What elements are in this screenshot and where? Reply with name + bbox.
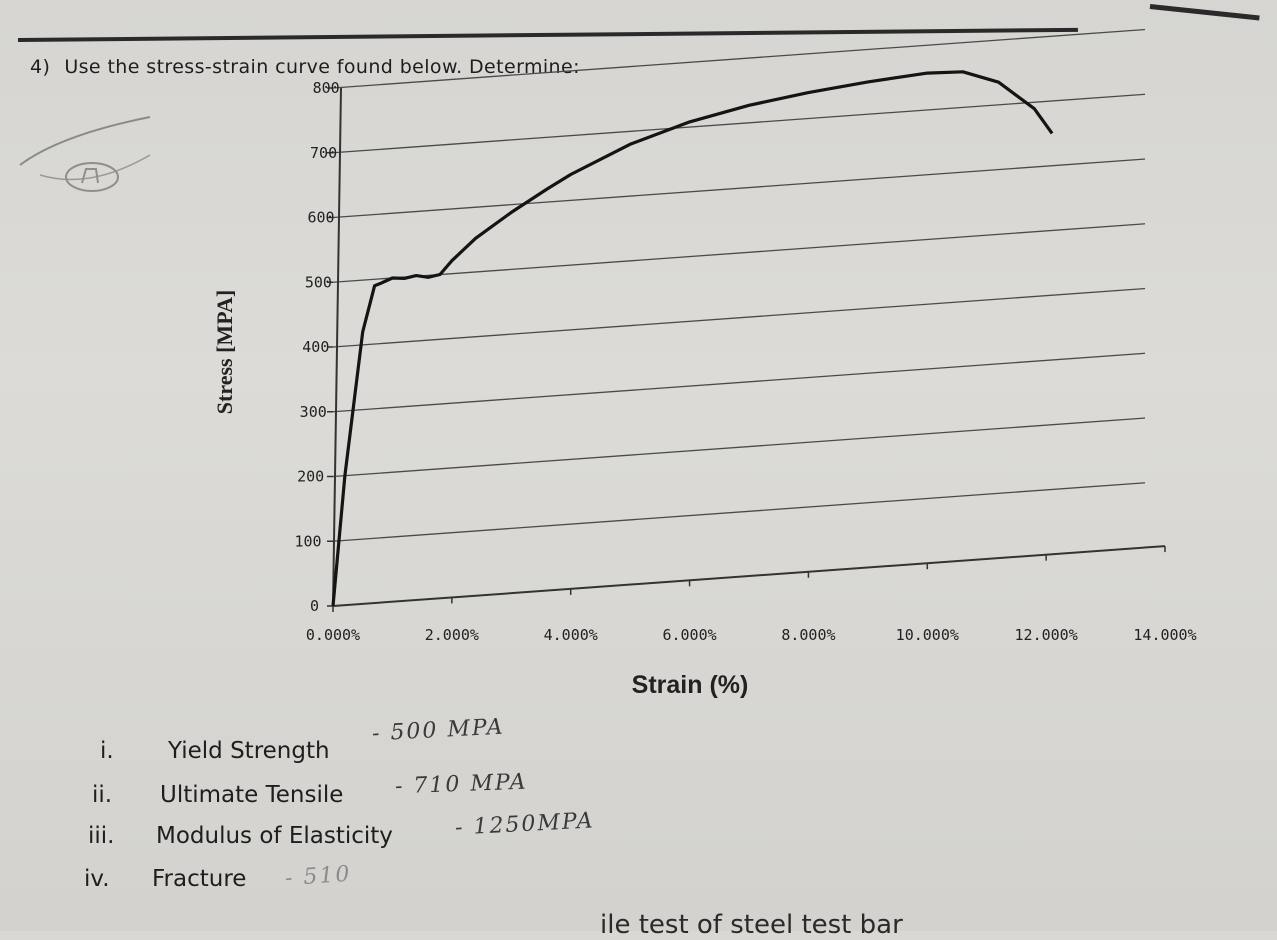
item-numeral: iii. bbox=[88, 823, 115, 849]
y-tick-label: 400 bbox=[302, 338, 329, 356]
item-numeral: ii. bbox=[92, 782, 113, 808]
y-tick-label: 0 bbox=[310, 597, 319, 615]
gridline bbox=[332, 482, 1146, 542]
gridline bbox=[332, 352, 1146, 413]
gridline bbox=[332, 93, 1146, 154]
y-tick-label: 100 bbox=[294, 532, 321, 550]
y-tick-label: 300 bbox=[300, 403, 327, 421]
question-prompt: 4) Use the stress-strain curve found belo… bbox=[30, 56, 580, 78]
item-label: Ultimate Tensile bbox=[160, 782, 344, 808]
y-axis-line bbox=[332, 87, 342, 607]
x-tick-label: 8.000% bbox=[781, 626, 835, 644]
y-tick-label: 600 bbox=[307, 209, 334, 227]
x-tick-label: 2.000% bbox=[425, 626, 479, 644]
gridline bbox=[332, 28, 1146, 89]
y-tick-label: 200 bbox=[297, 468, 324, 486]
stress-strain-curve bbox=[331, 70, 1054, 607]
eye-doodle-icon bbox=[19, 116, 151, 192]
item-label: Modulus of Elasticity bbox=[156, 823, 393, 849]
x-tick-label: 6.000% bbox=[662, 626, 716, 644]
answer-ultimate-tensile: - 710 MPA bbox=[394, 769, 529, 800]
gridline bbox=[332, 417, 1146, 478]
x-tick-label: 12.000% bbox=[1015, 626, 1078, 644]
gridline bbox=[332, 287, 1146, 348]
y-tick-label: 800 bbox=[313, 79, 340, 97]
answer-fracture: - 510 bbox=[284, 861, 353, 892]
gridline bbox=[332, 158, 1146, 219]
x-axis-label: Strain (%) bbox=[632, 671, 749, 699]
y-axis-label: Stress [MPA] bbox=[212, 290, 237, 414]
y-tick-label: 700 bbox=[310, 144, 337, 162]
gridline bbox=[332, 223, 1146, 283]
item-label: Fracture bbox=[152, 866, 247, 892]
question-number: 4) bbox=[30, 56, 51, 78]
x-tick-label: 0.000% bbox=[306, 626, 360, 644]
x-tick-label: 14.000% bbox=[1133, 626, 1196, 644]
x-tick-label: 4.000% bbox=[544, 626, 598, 644]
item-numeral: iv. bbox=[84, 866, 110, 892]
cut-off-footer-text: ile test of steel test bar bbox=[600, 910, 903, 940]
y-axis-ticks: 0 100 200 300 400 500 600 700 800 bbox=[294, 79, 339, 615]
x-tick-label: 10.000% bbox=[896, 626, 959, 644]
chart-grid bbox=[332, 28, 1146, 542]
question-text: Use the stress-strain curve found below.… bbox=[64, 56, 580, 78]
item-label: Yield Strength bbox=[168, 738, 330, 764]
item-numeral: i. bbox=[100, 738, 114, 764]
x-axis-ticks: 0.000% 2.000% 4.000% 6.000% 8.000% 10.000% 12.… bbox=[306, 546, 1197, 644]
y-tick-label: 500 bbox=[305, 273, 332, 291]
x-axis-line bbox=[332, 545, 1166, 607]
